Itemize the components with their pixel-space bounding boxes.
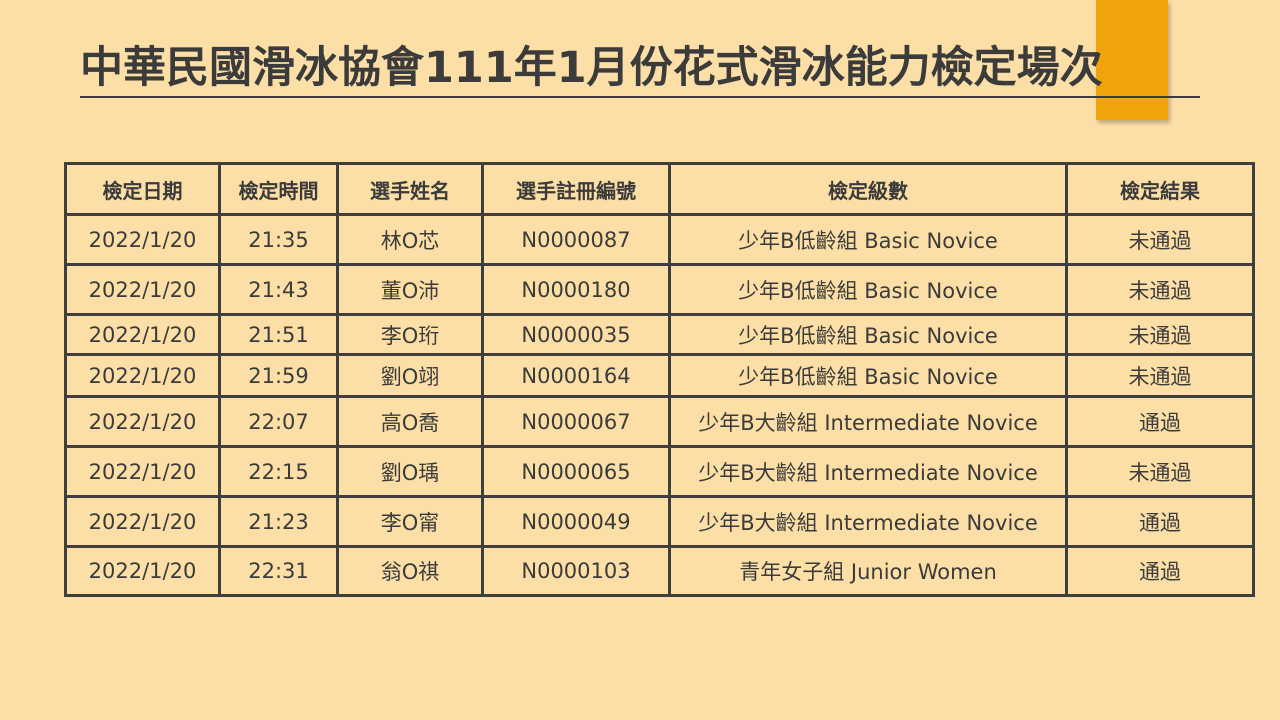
cell-reg-no: N0000087 [481, 213, 671, 266]
table-row: 2022/1/20 22:31 翁O祺 N0000103 青年女子組 Junior Wo… [64, 545, 1255, 597]
cell-name: 劉O翊 [336, 353, 484, 398]
table-row: 2022/1/20 21:43 董O沛 N0000180 少年B低齡組 Basic No… [64, 263, 1255, 316]
table-row: 2022/1/20 21:59 劉O翊 N0000164 少年B低齡組 Basic No… [64, 353, 1255, 398]
cell-name: 高O喬 [336, 395, 484, 448]
cell-time: 21:23 [218, 495, 339, 548]
cell-reg-no: N0000049 [481, 495, 671, 548]
cell-level: 少年B低齡組 Basic Novice [668, 313, 1068, 356]
header-reg-no: 選手註冊編號 [481, 162, 671, 216]
cell-name: 董O沛 [336, 263, 484, 316]
table-row: 2022/1/20 21:51 李O珩 N0000035 少年B低齡組 Basic No… [64, 313, 1255, 356]
cell-name: 翁O祺 [336, 545, 484, 597]
header-name: 選手姓名 [336, 162, 484, 216]
cell-result: 未通過 [1065, 445, 1255, 498]
accent-tab [1096, 0, 1168, 120]
cell-date: 2022/1/20 [64, 495, 221, 548]
cell-date: 2022/1/20 [64, 263, 221, 316]
cell-result: 通過 [1065, 545, 1255, 597]
table-row: 2022/1/20 22:07 高O喬 N0000067 少年B大齡組 Intermed… [64, 395, 1255, 448]
cell-date: 2022/1/20 [64, 353, 221, 398]
cell-date: 2022/1/20 [64, 445, 221, 498]
header-date: 檢定日期 [64, 162, 221, 216]
cell-reg-no: N0000103 [481, 545, 671, 597]
cell-reg-no: N0000065 [481, 445, 671, 498]
header-level: 檢定級數 [668, 162, 1068, 216]
cell-time: 22:07 [218, 395, 339, 448]
cell-level: 少年B低齡組 Basic Novice [668, 213, 1068, 266]
cell-date: 2022/1/20 [64, 545, 221, 597]
header-time: 檢定時間 [218, 162, 339, 216]
cell-time: 21:43 [218, 263, 339, 316]
cell-result: 未通過 [1065, 353, 1255, 398]
cell-result: 通過 [1065, 395, 1255, 448]
cell-time: 21:35 [218, 213, 339, 266]
cell-name: 李O甯 [336, 495, 484, 548]
cell-time: 21:59 [218, 353, 339, 398]
cell-date: 2022/1/20 [64, 313, 221, 356]
header-row: 檢定日期 檢定時間 選手姓名 選手註冊編號 檢定級數 檢定結果 [64, 162, 1255, 216]
cell-date: 2022/1/20 [64, 395, 221, 448]
cell-level: 少年B大齡組 Intermediate Novice [668, 395, 1068, 448]
cell-level: 青年女子組 Junior Women [668, 545, 1068, 597]
cell-name: 林O芯 [336, 213, 484, 266]
cell-level: 少年B大齡組 Intermediate Novice [668, 445, 1068, 498]
page-title: 中華民國滑冰協會111年1月份花式滑冰能力檢定場次 [80, 38, 1200, 98]
cell-result: 通過 [1065, 495, 1255, 548]
cell-level: 少年B大齡組 Intermediate Novice [668, 495, 1068, 548]
cell-level: 少年B低齡組 Basic Novice [668, 263, 1068, 316]
header-result: 檢定結果 [1065, 162, 1255, 216]
cell-reg-no: N0000035 [481, 313, 671, 356]
cell-reg-no: N0000164 [481, 353, 671, 398]
cell-result: 未通過 [1065, 213, 1255, 266]
cell-reg-no: N0000067 [481, 395, 671, 448]
cell-reg-no: N0000180 [481, 263, 671, 316]
cell-result: 未通過 [1065, 313, 1255, 356]
cell-time: 22:31 [218, 545, 339, 597]
cell-time: 21:51 [218, 313, 339, 356]
cell-time: 22:15 [218, 445, 339, 498]
table-row: 2022/1/20 22:15 劉O瑀 N0000065 少年B大齡組 Intermed… [64, 445, 1255, 498]
cell-result: 未通過 [1065, 263, 1255, 316]
table-row: 2022/1/20 21:23 李O甯 N0000049 少年B大齡組 Intermed… [64, 495, 1255, 548]
cell-name: 李O珩 [336, 313, 484, 356]
results-table: 檢定日期 檢定時間 選手姓名 選手註冊編號 檢定級數 檢定結果 2022/1/20 21:3… [64, 162, 1255, 597]
table-row: 2022/1/20 21:35 林O芯 N0000087 少年B低齡組 Basic No… [64, 213, 1255, 266]
cell-name: 劉O瑀 [336, 445, 484, 498]
cell-level: 少年B低齡組 Basic Novice [668, 353, 1068, 398]
cell-date: 2022/1/20 [64, 213, 221, 266]
